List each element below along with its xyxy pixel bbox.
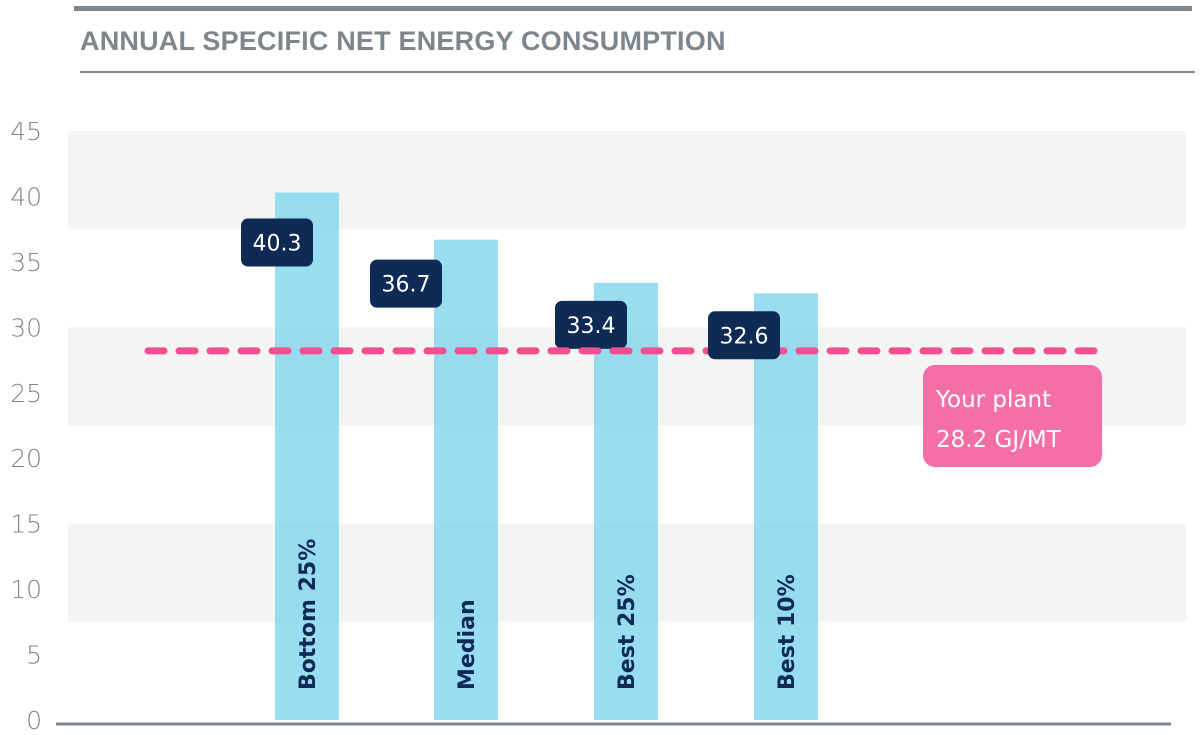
chart-title: ANNUAL SPECIFIC NET ENERGY CONSUMPTION: [80, 26, 726, 56]
data-labels-under: 40.3 36.7 33.4: [241, 218, 627, 349]
bar: [434, 239, 498, 721]
data-label-text: 33.4: [567, 314, 616, 339]
top-rule: [74, 6, 1192, 11]
data-labels-over: 32.6: [708, 311, 780, 360]
y-tick-label: 40: [10, 182, 42, 211]
data-label-text: 36.7: [382, 273, 431, 298]
data-label: 40.3: [241, 218, 313, 267]
bar: [754, 293, 818, 720]
category-label: Bottom 25%: [296, 539, 321, 690]
y-tick-label: 30: [10, 313, 42, 342]
y-tick-label: 20: [10, 444, 42, 473]
data-label-box: [370, 259, 442, 308]
data-label-text: 32.6: [720, 324, 769, 349]
y-tick-label: 25: [10, 379, 42, 408]
y-tick-label: 15: [10, 510, 42, 539]
data-label: 33.4: [555, 300, 627, 349]
data-label-text: 40.3: [253, 232, 302, 257]
data-label: 36.7: [370, 259, 442, 308]
data-label-box: [241, 218, 313, 267]
title-underline: [80, 71, 1195, 73]
your-plant-value: 28.2 GJ/MT: [936, 427, 1062, 453]
background-band: [68, 131, 1186, 230]
data-label-box: [555, 300, 627, 349]
your-plant-callout-box: [923, 365, 1102, 467]
y-tick-label: 10: [10, 575, 42, 604]
bar: [275, 192, 339, 721]
y-tick-label: 45: [10, 117, 42, 146]
category-labels: Bottom 25% Median Best 25% Best 10%: [296, 539, 800, 690]
category-label: Best 10%: [775, 574, 800, 690]
y-tick-label: 0: [26, 706, 42, 735]
your-plant-label: Your plant: [935, 387, 1051, 413]
y-tick-label: 5: [26, 641, 42, 670]
data-label: 32.6: [708, 311, 780, 360]
y-tick-label: 35: [10, 248, 42, 277]
y-axis-ticks: 0 5 10 15 20 25 30 35 40 45: [10, 117, 42, 735]
bars: [275, 192, 818, 721]
data-label-box: [708, 311, 780, 360]
category-label: Median: [455, 599, 480, 690]
bar: [594, 282, 658, 720]
your-plant-callout: Your plant 28.2 GJ/MT: [923, 365, 1102, 467]
category-label: Best 25%: [615, 574, 640, 690]
